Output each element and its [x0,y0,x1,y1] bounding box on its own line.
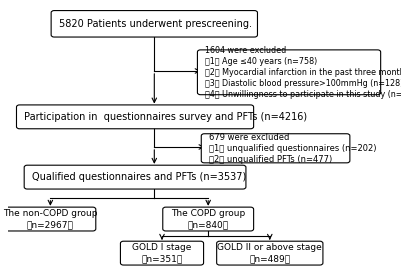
FancyBboxPatch shape [51,11,257,37]
FancyBboxPatch shape [217,241,323,265]
Text: 1604 were excluded
（1） Age ≤40 years (n=758)
（2） Myocardial infarction in the pa: 1604 were excluded （1） Age ≤40 years (n=… [205,46,401,99]
FancyBboxPatch shape [201,134,350,163]
FancyBboxPatch shape [163,207,253,231]
Text: 679 were excluded
（1） unqualified questionnaires (n=202)
（2） unqualified PFTs (n: 679 were excluded （1） unqualified questi… [209,133,377,164]
Text: The non-COPD group
（n=2967）: The non-COPD group （n=2967） [3,209,97,229]
FancyBboxPatch shape [24,165,246,189]
Text: GOLD II or above stage
（n=489）: GOLD II or above stage （n=489） [217,243,322,263]
Text: Qualified questionnaires and PFTs (n=3537): Qualified questionnaires and PFTs (n=353… [32,172,246,182]
FancyBboxPatch shape [120,241,204,265]
Text: Participation in  questionnaires survey and PFTs (n=4216): Participation in questionnaires survey a… [24,112,307,122]
FancyBboxPatch shape [5,207,96,231]
Text: The COPD group
（n=840）: The COPD group （n=840） [171,209,245,229]
FancyBboxPatch shape [16,105,253,129]
Text: 5820 Patients underwent prescreening.: 5820 Patients underwent prescreening. [59,19,252,29]
FancyBboxPatch shape [197,50,381,95]
Text: GOLD I stage
（n=351）: GOLD I stage （n=351） [132,243,192,263]
